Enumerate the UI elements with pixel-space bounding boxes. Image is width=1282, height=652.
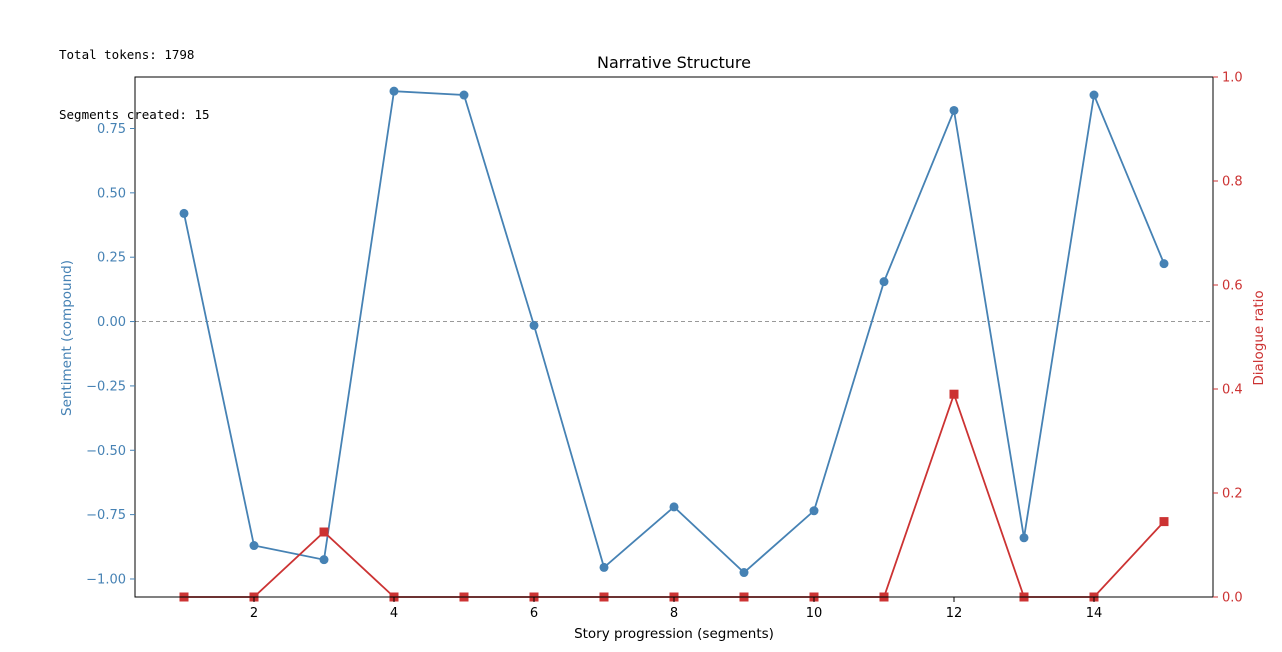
y-left-tick-label-6: −0.75 bbox=[86, 508, 126, 523]
x-tick-label-6: 6 bbox=[530, 606, 538, 621]
y-axis-left-label: Sentiment (compound) bbox=[59, 260, 75, 416]
x-tick-label-2: 2 bbox=[250, 606, 258, 621]
series-left-point-8 bbox=[669, 502, 679, 512]
y-right-tick-label-2: 0.4 bbox=[1222, 383, 1243, 398]
y-left-tick-label-7: −1.00 bbox=[86, 572, 126, 587]
y-left-tick-label-4: −0.25 bbox=[86, 379, 126, 394]
series-left-point-1 bbox=[179, 208, 189, 218]
y-right-tick-label-4: 0.8 bbox=[1222, 175, 1243, 190]
y-axis-right-label: Dialogue ratio bbox=[1251, 290, 1267, 385]
y-left-tick-label-5: −0.50 bbox=[86, 444, 126, 459]
y-left-tick-label-1: 0.50 bbox=[97, 186, 126, 201]
series-left-point-2 bbox=[249, 541, 259, 551]
y-left-tick-label-3: 0.00 bbox=[97, 315, 126, 330]
y-right-tick-label-0: 0.0 bbox=[1222, 591, 1243, 606]
x-tick-label-4: 4 bbox=[390, 606, 398, 621]
plot-area: 2 4 6 8 10 12 14 0.75 0.50 0.25 0.00 −0.25 −0.50 −0.7… bbox=[86, 71, 1243, 622]
series-left-point-14 bbox=[1089, 90, 1099, 100]
y-left-tick-label-0: 0.75 bbox=[97, 122, 126, 137]
series-left-point-3 bbox=[319, 555, 329, 565]
series-right-point-12 bbox=[949, 389, 959, 399]
series-left-point-11 bbox=[879, 277, 889, 287]
y-right-tick-label-1: 0.2 bbox=[1222, 487, 1243, 502]
y-left-tick-label-2: 0.25 bbox=[97, 251, 126, 266]
y-right-tick-label-5: 1.0 bbox=[1222, 71, 1243, 86]
chart-title: Narrative Structure bbox=[597, 53, 751, 72]
series-line-left bbox=[183, 90, 1165, 574]
console-line-total-tokens: Total tokens: 1798 bbox=[59, 47, 195, 62]
console-output: Total tokens: 1798 Segments created: 15 bbox=[59, 5, 210, 145]
series-right-point-3 bbox=[319, 527, 329, 537]
series-left-point-4 bbox=[389, 86, 399, 96]
series-left-point-12 bbox=[949, 105, 959, 115]
console-line-segments: Segments created: 15 bbox=[59, 107, 210, 122]
series-left-point-9 bbox=[739, 568, 749, 578]
series-left-point-7 bbox=[599, 562, 609, 572]
x-tick-label-14: 14 bbox=[1086, 606, 1103, 621]
y-right-tick-label-3: 0.6 bbox=[1222, 279, 1243, 294]
x-tick-label-12: 12 bbox=[946, 606, 963, 621]
series-left-point-15 bbox=[1159, 259, 1169, 269]
series-left-point-5 bbox=[459, 90, 469, 100]
x-tick-label-10: 10 bbox=[806, 606, 823, 621]
series-right-point-15 bbox=[1159, 517, 1169, 527]
series-left-point-10 bbox=[809, 506, 819, 516]
x-axis-label: Story progression (segments) bbox=[574, 626, 774, 642]
series-left-point-6 bbox=[529, 320, 539, 330]
x-tick-label-8: 8 bbox=[670, 606, 678, 621]
series-left-point-13 bbox=[1019, 533, 1029, 543]
plot-frame bbox=[134, 76, 1214, 598]
